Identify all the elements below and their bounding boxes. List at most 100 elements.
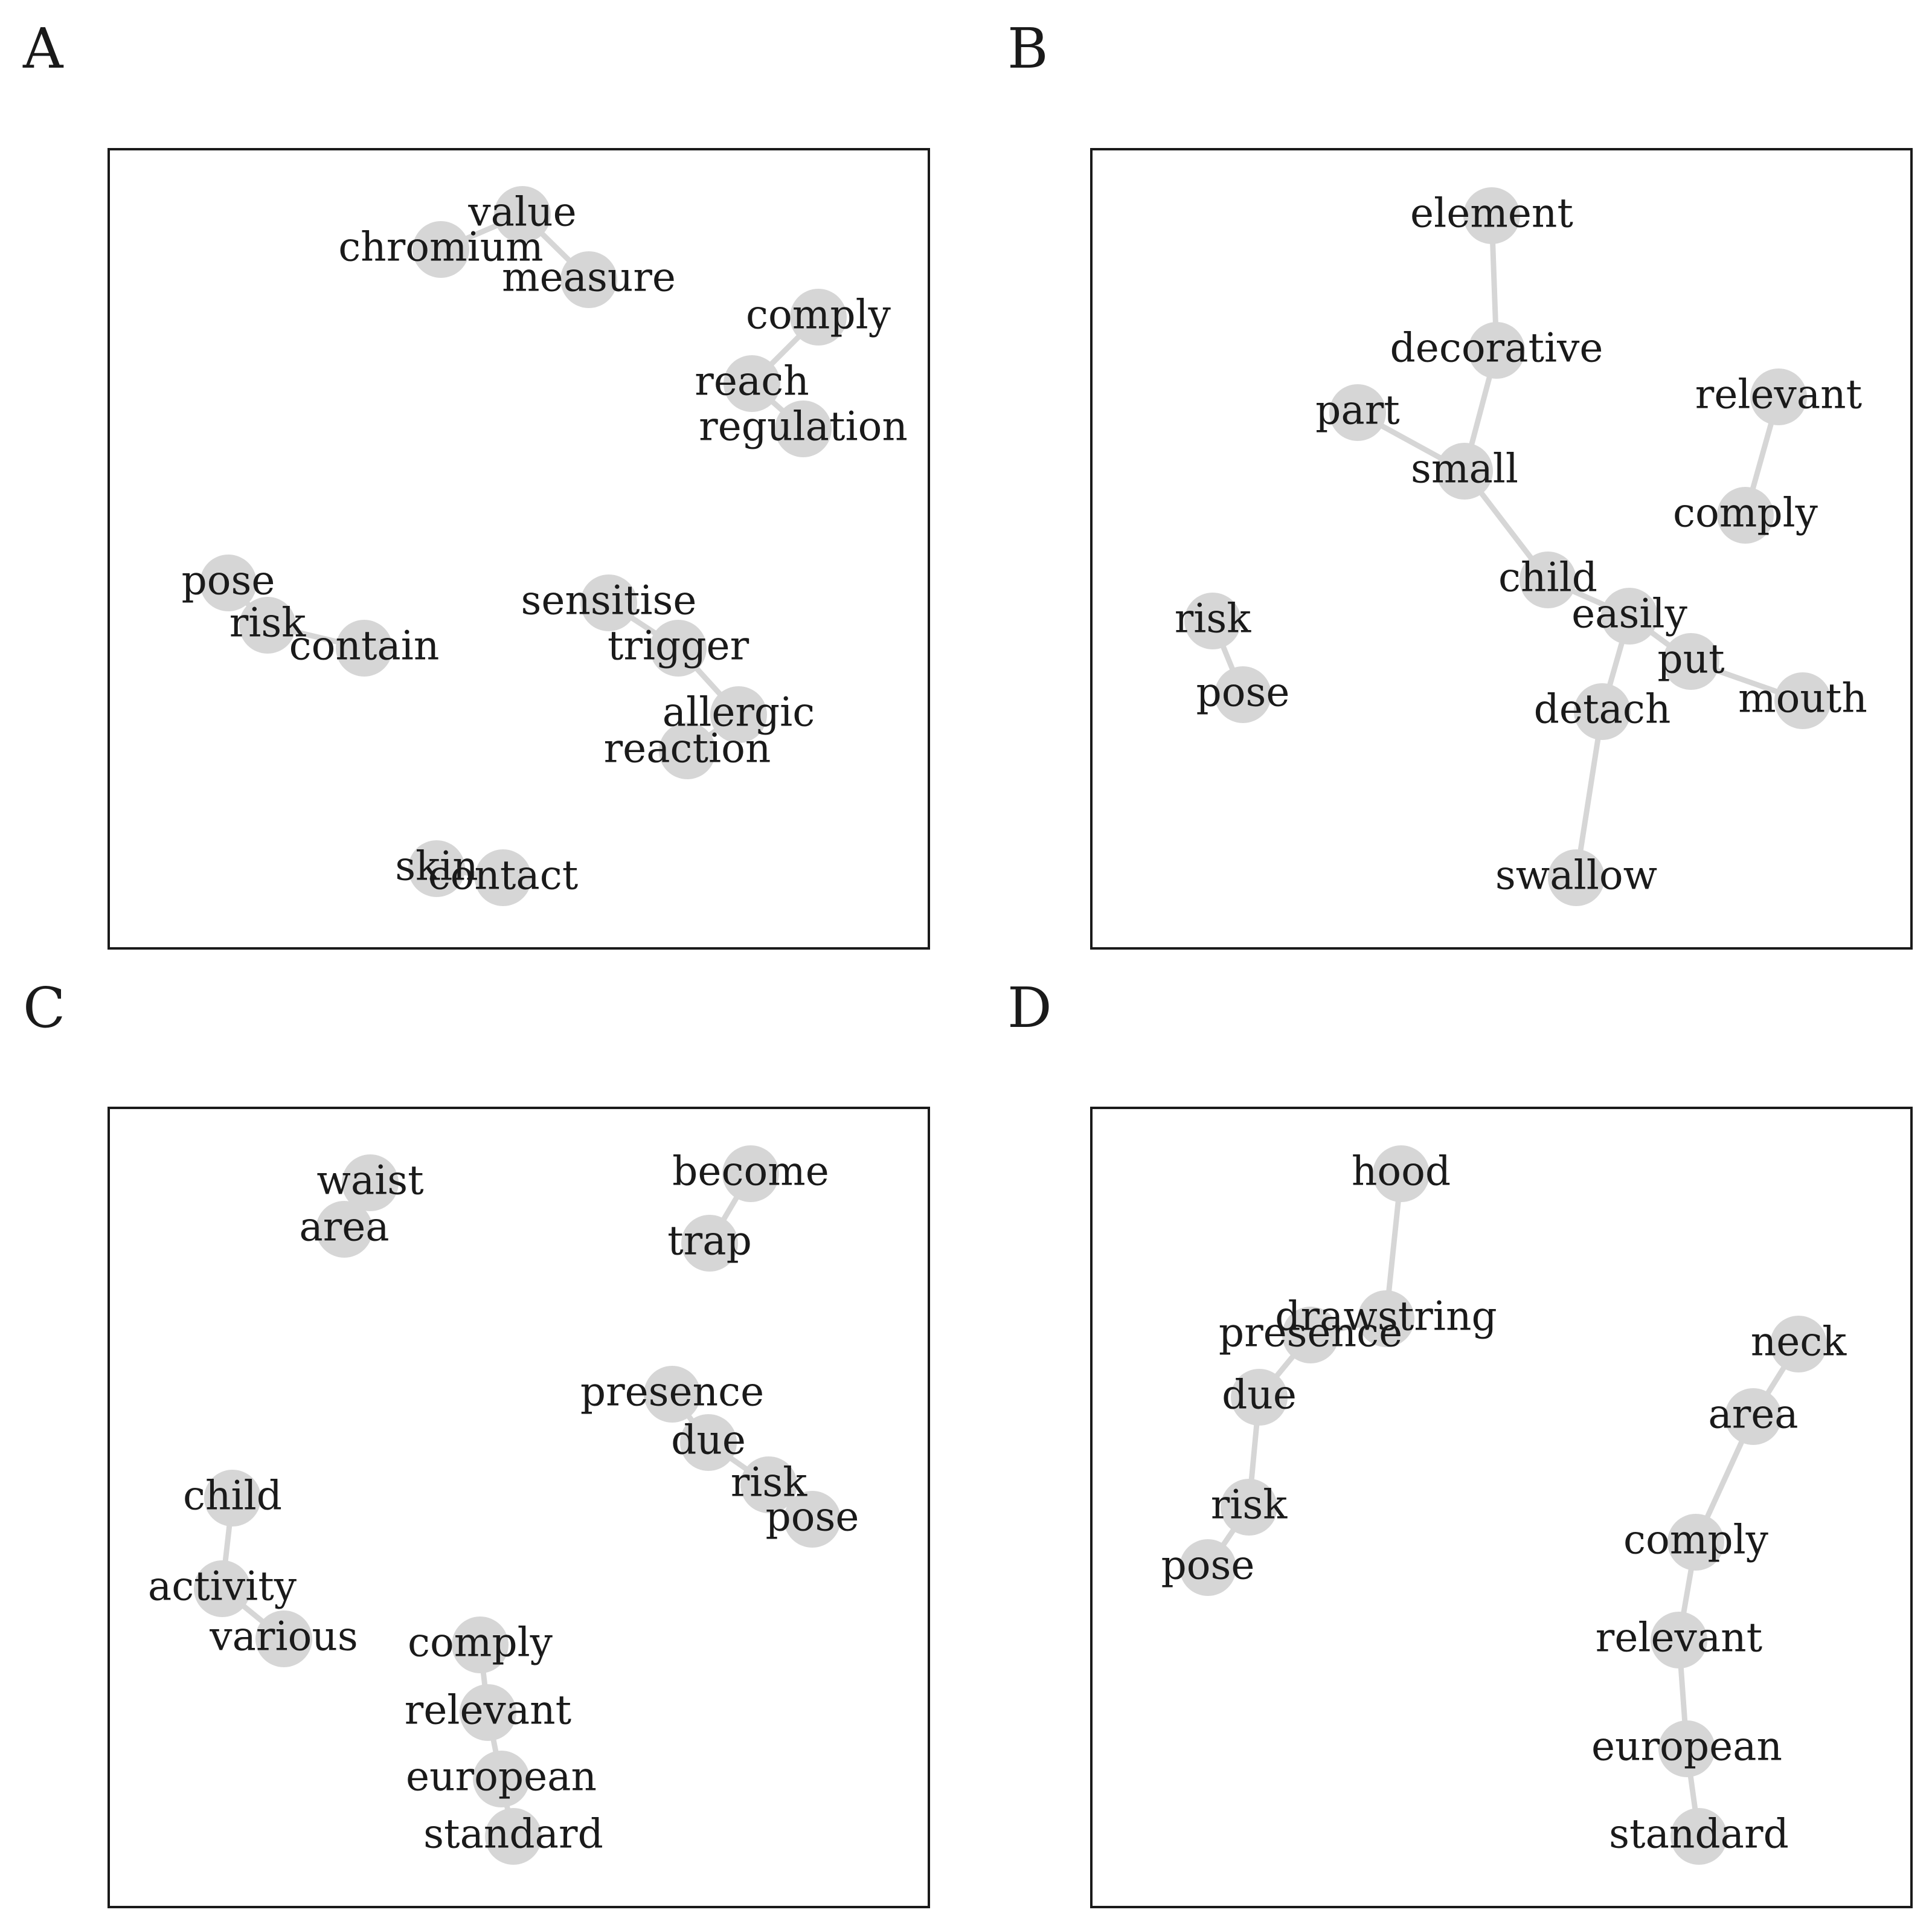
edge-layer [219,1171,815,1839]
node-due [1231,1369,1288,1426]
node-risk [740,1456,797,1513]
node-label-small: small [1411,446,1518,492]
node-label-comply: comply [1623,1517,1769,1563]
node-label-measure: measure [502,254,676,301]
node-label-presence: presence [1219,1310,1402,1356]
node-label-put: put [1657,636,1724,683]
node-label-child: child [1498,555,1597,601]
node-label-area: area [299,1204,389,1250]
node-european [1658,1720,1715,1777]
panel-frame [1090,148,1913,950]
node-relevant [1750,368,1807,425]
node-due [680,1414,737,1471]
panel-frame [1090,1107,1913,1908]
node-standard [1670,1808,1727,1865]
node-risk [1184,593,1241,649]
node-layer [194,1145,841,1865]
node-label-drawstring: drawstring [1275,1293,1497,1340]
node-child [1520,552,1576,608]
node-hood [1373,1145,1430,1202]
node-detach [1574,683,1631,740]
node-comply [1667,1514,1724,1571]
node-label-decorative: decorative [1390,325,1603,372]
node-label-hood: hood [1352,1148,1451,1195]
node-label-detach: detach [1534,686,1671,733]
node-pose [784,1491,841,1548]
node-contact [475,849,531,906]
node-label-contain: contain [289,623,440,669]
node-label-risk: risk [1175,596,1252,642]
node-label-area: area [1708,1391,1798,1438]
node-label-trap: trap [667,1218,752,1264]
node-area [316,1201,373,1258]
node-contain [336,620,393,677]
node-label-various: various [209,1613,358,1660]
node-skin [408,840,465,897]
node-drawstring [1358,1290,1414,1347]
node-label-value: value [467,189,576,236]
node-measure [560,251,617,308]
node-mouth [1774,672,1831,729]
edge-layer [1210,213,1806,881]
node-reaction [659,722,716,779]
node-label-sensitise: sensitise [521,577,697,624]
node-pose [1215,666,1271,723]
node-swallow [1548,849,1605,906]
node-label-presence: presence [580,1369,764,1415]
node-layer [1184,187,1831,906]
panel-frame [108,1107,930,1908]
node-pose [200,555,257,611]
node-layer [200,186,847,906]
node-label-european: european [406,1754,597,1800]
panel-letter: D [1007,976,1052,1040]
node-label-pose: pose [1161,1542,1255,1589]
node-label-comply: comply [408,1620,553,1666]
node-label-risk: risk [1211,1482,1288,1528]
node-child [204,1470,261,1526]
node-label-relevant: relevant [1596,1615,1762,1661]
node-label-pose: pose [182,558,275,604]
node-standard [485,1808,542,1865]
node-allergic [710,686,767,743]
node-become [722,1145,779,1202]
node-label-element: element [1410,190,1573,237]
node-comply [452,1617,509,1673]
node-activity [194,1560,251,1617]
node-european [473,1751,530,1807]
node-comply [1717,487,1774,544]
node-label-relevant: relevant [1695,372,1862,418]
node-label-risk: risk [229,600,307,646]
node-easily [1601,588,1658,645]
node-label-reaction: reaction [604,725,771,772]
node-element [1463,187,1520,244]
node-label-regulation: regulation [699,404,908,450]
node-label-due: due [1222,1372,1297,1418]
node-waist [342,1154,399,1211]
panel-letter: C [23,976,65,1040]
node-neck [1770,1316,1827,1372]
node-value [494,186,551,243]
node-label-swallow: swallow [1495,852,1657,899]
node-relevant [460,1684,516,1741]
node-label-reach: reach [695,358,809,405]
node-label-risk: risk [731,1459,808,1506]
edge-layer [225,211,821,881]
node-label-european: european [1591,1723,1782,1770]
node-label-waist: waist [316,1157,423,1204]
node-label-easily: easily [1571,591,1687,637]
node-relevant [1651,1612,1707,1668]
node-label-activity: activity [148,1563,297,1610]
node-decorative [1468,322,1525,379]
node-trigger [650,620,707,677]
node-label-chromium: chromium [338,224,544,271]
node-label-comply: comply [1673,490,1818,536]
node-presence [1282,1307,1339,1363]
node-trap [681,1215,738,1272]
node-label-become: become [672,1148,829,1195]
